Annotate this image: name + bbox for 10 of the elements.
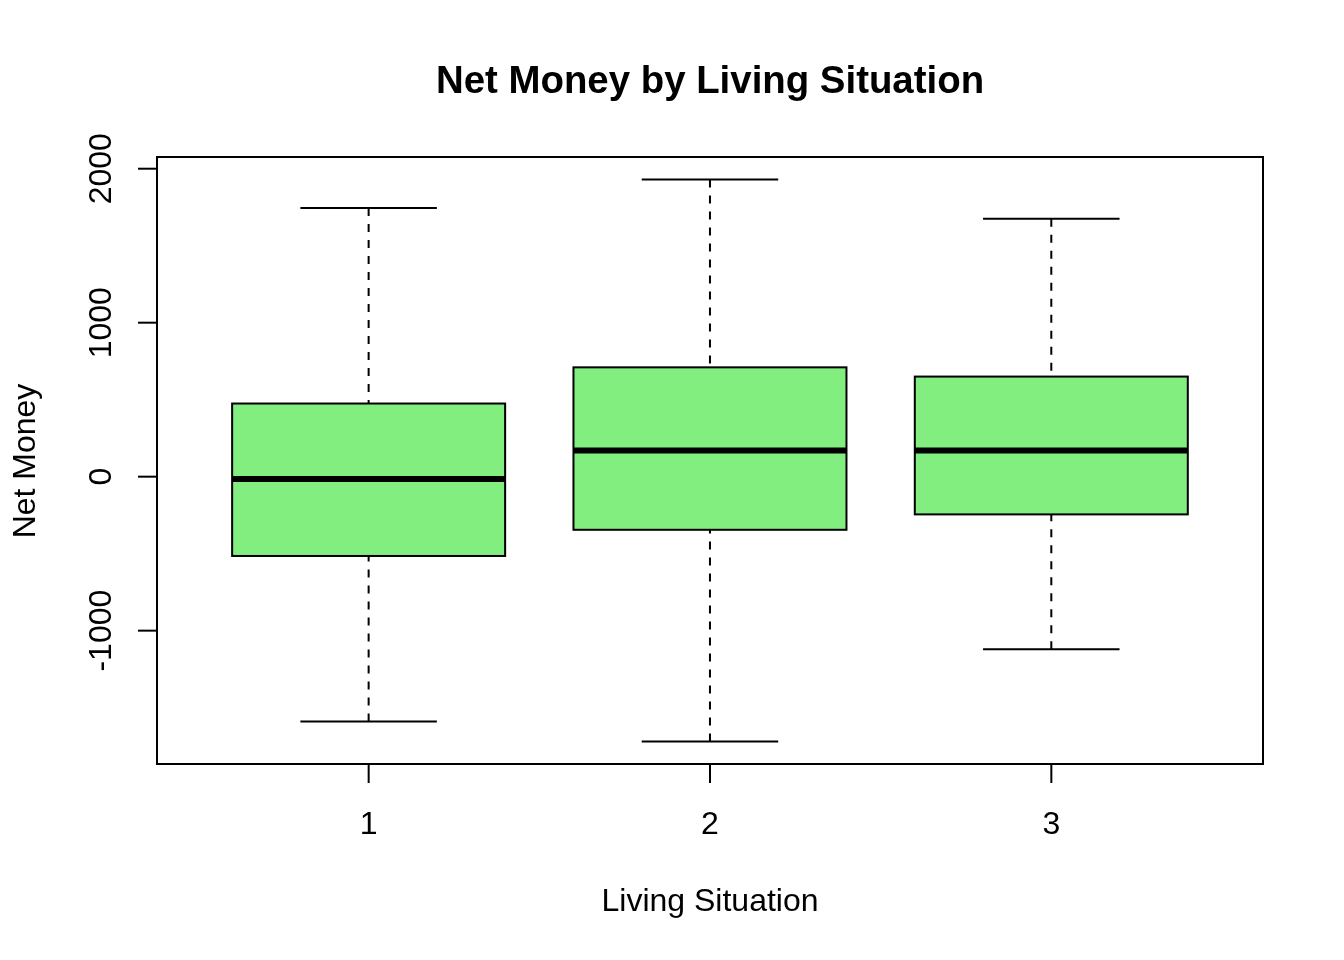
y-axis-title: Net Money [6,383,42,538]
x-axis-title: Living Situation [601,882,819,919]
chart-title: Net Money by Living Situation [435,58,985,102]
y-tick-label: 0 [82,467,119,486]
y-tick-label: 2000 [82,133,119,205]
x-tick-label: 3 [1042,805,1061,842]
x-tick-label: 2 [701,805,719,842]
y-tick-label: 1000 [82,287,119,359]
x-tick-label: 1 [359,805,378,842]
y-tick-label: -1000 [82,589,119,672]
